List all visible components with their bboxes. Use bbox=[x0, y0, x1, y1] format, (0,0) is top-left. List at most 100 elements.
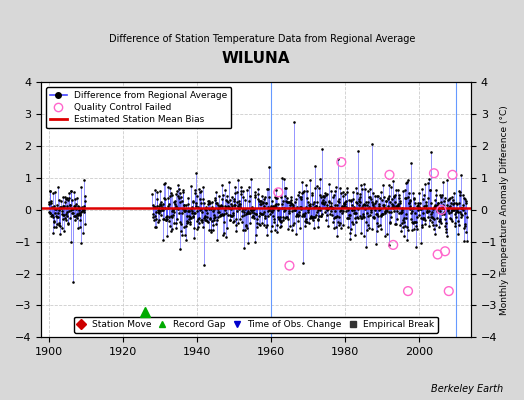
Point bbox=[237, 213, 246, 219]
Point bbox=[291, 206, 300, 213]
Point bbox=[174, 186, 183, 192]
Point bbox=[237, 190, 245, 197]
Point bbox=[436, 192, 445, 198]
Point bbox=[225, 204, 233, 210]
Point bbox=[163, 205, 172, 211]
Point bbox=[326, 204, 334, 210]
Point bbox=[254, 186, 262, 192]
Point bbox=[347, 202, 356, 208]
Point bbox=[367, 199, 376, 205]
Point bbox=[411, 209, 419, 216]
Point bbox=[271, 201, 280, 207]
Point bbox=[75, 210, 83, 216]
Point bbox=[154, 219, 162, 225]
Point bbox=[231, 196, 239, 202]
Point bbox=[460, 195, 468, 202]
Point bbox=[297, 194, 305, 200]
Point bbox=[239, 208, 248, 215]
Point bbox=[302, 182, 310, 188]
Point bbox=[392, 220, 400, 227]
Point bbox=[330, 214, 339, 220]
Point bbox=[392, 208, 401, 214]
Point bbox=[279, 198, 287, 204]
Point bbox=[227, 212, 235, 219]
Point bbox=[423, 195, 432, 201]
Point bbox=[178, 231, 186, 238]
Point bbox=[157, 202, 165, 208]
Point bbox=[249, 215, 258, 222]
Point bbox=[56, 230, 64, 237]
Point bbox=[47, 197, 55, 204]
Point bbox=[463, 238, 471, 244]
Point bbox=[192, 193, 201, 200]
Point bbox=[193, 204, 202, 210]
Point bbox=[67, 188, 75, 194]
Point bbox=[281, 215, 289, 222]
Point bbox=[413, 226, 421, 232]
Point bbox=[259, 222, 268, 228]
Point bbox=[391, 220, 399, 227]
Point bbox=[161, 180, 170, 186]
Point bbox=[360, 232, 368, 239]
Point bbox=[157, 198, 165, 205]
Point bbox=[167, 212, 175, 219]
Point bbox=[304, 198, 312, 205]
Point bbox=[401, 215, 410, 221]
Point bbox=[358, 204, 366, 211]
Point bbox=[168, 214, 177, 220]
Point bbox=[414, 204, 423, 210]
Point bbox=[298, 179, 307, 185]
Point bbox=[385, 193, 394, 200]
Point bbox=[409, 196, 418, 202]
Point bbox=[333, 219, 342, 226]
Text: Berkeley Earth: Berkeley Earth bbox=[431, 384, 503, 394]
Point bbox=[427, 213, 435, 220]
Point bbox=[77, 240, 85, 246]
Point bbox=[169, 206, 177, 212]
Point bbox=[193, 218, 201, 225]
Point bbox=[366, 186, 374, 193]
Point bbox=[248, 208, 256, 215]
Point bbox=[350, 204, 358, 210]
Point bbox=[435, 218, 444, 224]
Point bbox=[365, 204, 373, 210]
Point bbox=[406, 198, 414, 204]
Point bbox=[232, 228, 241, 234]
Point bbox=[333, 201, 341, 208]
Point bbox=[309, 201, 318, 207]
Point bbox=[384, 196, 392, 202]
Point bbox=[314, 216, 322, 222]
Point bbox=[399, 187, 407, 194]
Point bbox=[372, 197, 380, 204]
Point bbox=[227, 201, 236, 207]
Point bbox=[155, 203, 163, 209]
Point bbox=[372, 241, 380, 248]
Point bbox=[393, 203, 401, 209]
Point bbox=[172, 191, 180, 198]
Point bbox=[415, 205, 423, 212]
Point bbox=[314, 223, 322, 230]
Point bbox=[368, 190, 377, 196]
Point bbox=[342, 198, 350, 204]
Point bbox=[460, 238, 468, 244]
Point bbox=[447, 200, 455, 206]
Point bbox=[457, 211, 466, 218]
Point bbox=[268, 198, 276, 204]
Point bbox=[217, 182, 226, 188]
Point bbox=[313, 209, 321, 215]
Point bbox=[323, 206, 331, 213]
Point bbox=[184, 213, 193, 220]
Point bbox=[371, 200, 379, 206]
Point bbox=[414, 200, 422, 206]
Point bbox=[311, 185, 319, 191]
Point bbox=[288, 227, 297, 233]
Point bbox=[295, 212, 303, 218]
Point bbox=[401, 187, 409, 193]
Point bbox=[159, 237, 168, 243]
Point bbox=[288, 208, 296, 214]
Point bbox=[451, 214, 460, 220]
Point bbox=[271, 194, 279, 201]
Point bbox=[405, 190, 413, 196]
Point bbox=[328, 212, 336, 218]
Point bbox=[395, 210, 403, 216]
